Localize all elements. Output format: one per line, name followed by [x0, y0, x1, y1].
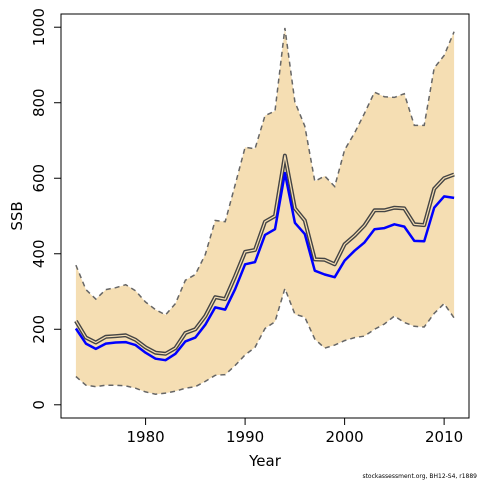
x-axis: 1980 1990 2000 2010: [126, 418, 463, 446]
y-tick-label: 1000: [30, 8, 48, 46]
footnote: stockassessment.org, BH12-S4, r1889: [362, 473, 477, 480]
x-tick-label: 1990: [226, 428, 264, 446]
y-tick-label: 600: [30, 164, 48, 193]
plot-frame: [60, 13, 470, 419]
y-tick-label: 800: [30, 88, 48, 117]
x-tick-label: 2010: [425, 428, 463, 446]
y-tick-label: 400: [30, 239, 48, 268]
y-axis-title: SSB: [8, 201, 26, 230]
x-tick-label: 2000: [326, 428, 364, 446]
series-lines-layer: [74, 153, 455, 362]
upper-bound-line: [75, 27, 455, 316]
median-line-inner: [75, 155, 455, 355]
confidence-band-layer: [75, 27, 455, 395]
y-tick-label: 200: [30, 315, 48, 344]
confidence-band: [75, 28, 455, 395]
x-tick-label: 1980: [126, 428, 164, 446]
x-axis-title: Year: [248, 452, 282, 470]
y-tick-label: 0: [30, 400, 48, 410]
point-estimate-line: [74, 171, 455, 362]
y-axis: 0 200 400 600 800 1000: [30, 8, 61, 410]
lower-bound-line: [75, 286, 455, 395]
